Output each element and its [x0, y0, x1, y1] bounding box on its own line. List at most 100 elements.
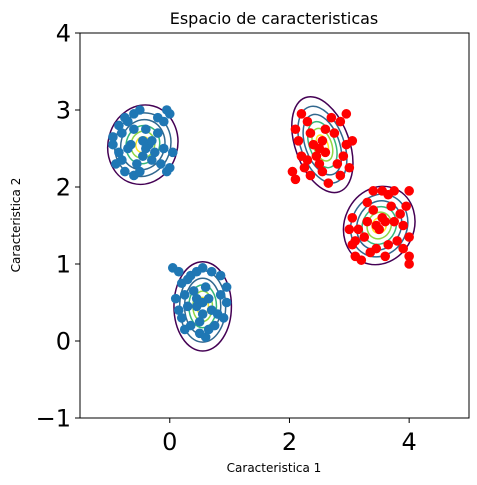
plot-frame: [79, 32, 470, 419]
red-point: [323, 178, 334, 188]
blue-point: [161, 105, 172, 115]
y-tick-label: −1: [36, 405, 71, 433]
red-point: [386, 201, 397, 212]
red-point: [365, 247, 376, 258]
blue-point: [170, 293, 181, 304]
x-tick-label: 2: [282, 428, 297, 456]
blue-point: [179, 290, 190, 300]
blue-point: [200, 332, 211, 342]
red-point: [398, 220, 408, 231]
red-point: [347, 136, 358, 146]
red-point: [296, 109, 307, 119]
red-point: [317, 136, 328, 146]
red-point: [332, 159, 343, 169]
blue-point: [203, 293, 214, 304]
red-point: [299, 162, 310, 173]
red-point: [326, 112, 337, 123]
red-point: [368, 186, 379, 196]
data-points: [108, 105, 414, 342]
red-point: [389, 186, 399, 196]
x-axis-ticks: 0 2 4: [162, 418, 417, 456]
x-axis-label: Caracteristica 1: [227, 461, 322, 475]
red-point: [395, 209, 405, 219]
blue-point: [114, 120, 124, 131]
red-point: [404, 232, 414, 242]
red-point: [398, 243, 408, 254]
red-point: [383, 239, 394, 250]
x-tick-label: 0: [162, 428, 177, 456]
blue-point: [176, 313, 187, 323]
blue-point: [147, 155, 157, 165]
red-point: [305, 128, 316, 138]
blue-point: [120, 166, 130, 177]
red-point: [344, 224, 355, 235]
y-tick-label: 4: [56, 20, 71, 48]
red-point: [347, 239, 358, 250]
red-point: [392, 236, 402, 246]
chart-title: Espacio de caracteristicas: [170, 9, 379, 28]
red-point: [338, 151, 349, 161]
blue-point: [141, 124, 151, 135]
blue-point: [164, 162, 175, 173]
red-point: [335, 116, 346, 127]
contour-ring: [291, 95, 354, 194]
red-point: [362, 216, 373, 227]
blue-point: [155, 159, 166, 169]
red-point: [290, 174, 301, 185]
blue-point: [150, 147, 160, 158]
blue-point: [117, 128, 127, 138]
red-point: [359, 232, 370, 242]
red-point: [344, 162, 355, 173]
red-point: [356, 255, 367, 265]
blue-point: [197, 309, 208, 319]
red-point: [320, 124, 331, 135]
blue-point: [114, 147, 124, 158]
red-point: [404, 251, 414, 262]
y-tick-label: 1: [56, 251, 71, 279]
red-point: [296, 151, 307, 161]
blue-point: [135, 105, 145, 115]
red-point: [380, 216, 391, 227]
blue-point: [188, 286, 199, 296]
blue-point: [123, 143, 133, 154]
red-point: [389, 216, 399, 227]
blue-point: [182, 301, 193, 312]
red-point: [377, 186, 388, 196]
red-point: [404, 259, 414, 269]
blue-point: [120, 112, 130, 123]
blue-point: [218, 313, 229, 323]
blue-point: [138, 151, 148, 161]
y-axis-label: Caracteristica 2: [9, 178, 23, 273]
y-tick-label: 2: [56, 174, 71, 202]
red-point: [290, 124, 301, 135]
blue-point: [108, 132, 118, 142]
red-point: [302, 116, 313, 127]
contour-ring: [306, 120, 338, 169]
blue-point: [132, 159, 142, 169]
red-point: [320, 147, 331, 158]
blue-point: [191, 293, 202, 304]
blue-point: [135, 166, 145, 177]
blue-point: [158, 143, 169, 154]
contour-ring: [173, 260, 233, 352]
red-point: [317, 166, 328, 177]
blue-point: [158, 116, 169, 127]
blue-point: [147, 136, 157, 146]
x-tick-label: 4: [402, 428, 417, 456]
blue-point: [206, 266, 217, 277]
red-point: [335, 170, 346, 181]
red-point: [353, 224, 364, 235]
red-point: [401, 201, 411, 212]
red-point: [287, 166, 298, 177]
blue-point: [129, 124, 139, 135]
red-point: [374, 224, 385, 235]
red-point: [380, 251, 391, 262]
blue-point: [200, 282, 211, 292]
blue-point: [173, 266, 184, 277]
red-point: [293, 136, 304, 146]
y-tick-label: 0: [56, 328, 71, 356]
red-point: [305, 170, 316, 181]
blue-point: [153, 128, 163, 138]
y-tick-label: 3: [56, 97, 71, 125]
